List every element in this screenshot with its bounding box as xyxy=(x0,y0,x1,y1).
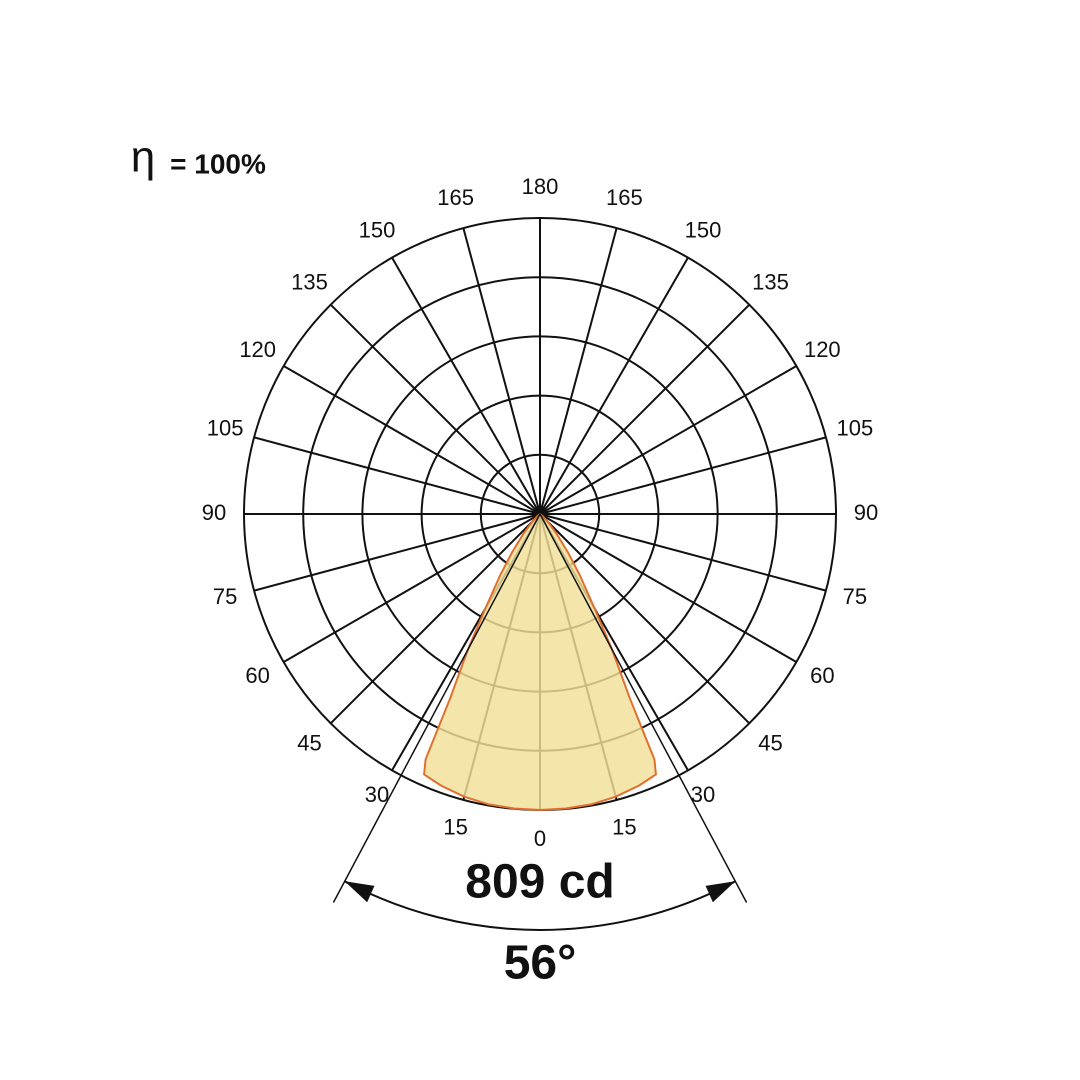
angle-label: 150 xyxy=(685,217,722,242)
spoke xyxy=(283,365,541,515)
beam-arrow xyxy=(705,881,736,903)
angle-label: 30 xyxy=(365,782,389,807)
spoke xyxy=(539,303,751,515)
spoke xyxy=(329,303,541,515)
angle-label: 180 xyxy=(522,174,559,199)
spoke xyxy=(253,513,541,592)
efficiency-symbol: η xyxy=(131,133,155,182)
spoke xyxy=(329,513,541,725)
max-intensity: 809 cd xyxy=(465,856,614,909)
angle-label: 75 xyxy=(843,584,867,609)
angle-label: 45 xyxy=(297,730,321,755)
beam-arrow xyxy=(344,881,375,903)
angle-label: 165 xyxy=(437,185,474,210)
angle-label: 120 xyxy=(239,337,276,362)
angle-label: 15 xyxy=(612,815,636,840)
spoke xyxy=(391,257,541,515)
beam-line xyxy=(539,513,748,903)
angle-label: 15 xyxy=(443,815,467,840)
angle-label: 60 xyxy=(245,663,269,688)
angle-label: 135 xyxy=(752,269,789,294)
beam-line xyxy=(332,513,541,903)
curve-fill xyxy=(540,514,656,810)
angle-label: 60 xyxy=(810,663,834,688)
curve-fill xyxy=(424,514,540,810)
spoke xyxy=(539,436,827,515)
angle-label: 150 xyxy=(359,217,396,242)
spoke xyxy=(253,436,541,515)
beam-arc xyxy=(344,880,736,931)
spoke xyxy=(539,227,618,515)
angle-label: 105 xyxy=(837,415,874,440)
spoke xyxy=(539,257,689,515)
curve-line xyxy=(539,513,657,811)
spoke xyxy=(539,513,797,663)
curve-line xyxy=(423,513,541,811)
efficiency: = 100% xyxy=(170,148,266,179)
angle-label: 90 xyxy=(202,500,226,525)
beam-angle: 56° xyxy=(504,937,577,990)
angle-label: 165 xyxy=(606,185,643,210)
angle-label: 0 xyxy=(534,826,546,851)
angle-label: 120 xyxy=(804,337,841,362)
spoke xyxy=(539,365,797,515)
spoke xyxy=(539,513,751,725)
angle-label: 30 xyxy=(691,782,715,807)
angle-label: 90 xyxy=(854,500,878,525)
angle-label: 45 xyxy=(758,730,782,755)
spoke xyxy=(539,513,827,592)
angle-label: 75 xyxy=(213,584,237,609)
angle-label: 105 xyxy=(207,415,244,440)
spoke xyxy=(283,513,541,663)
spoke xyxy=(462,227,541,515)
angle-label: 135 xyxy=(291,269,328,294)
